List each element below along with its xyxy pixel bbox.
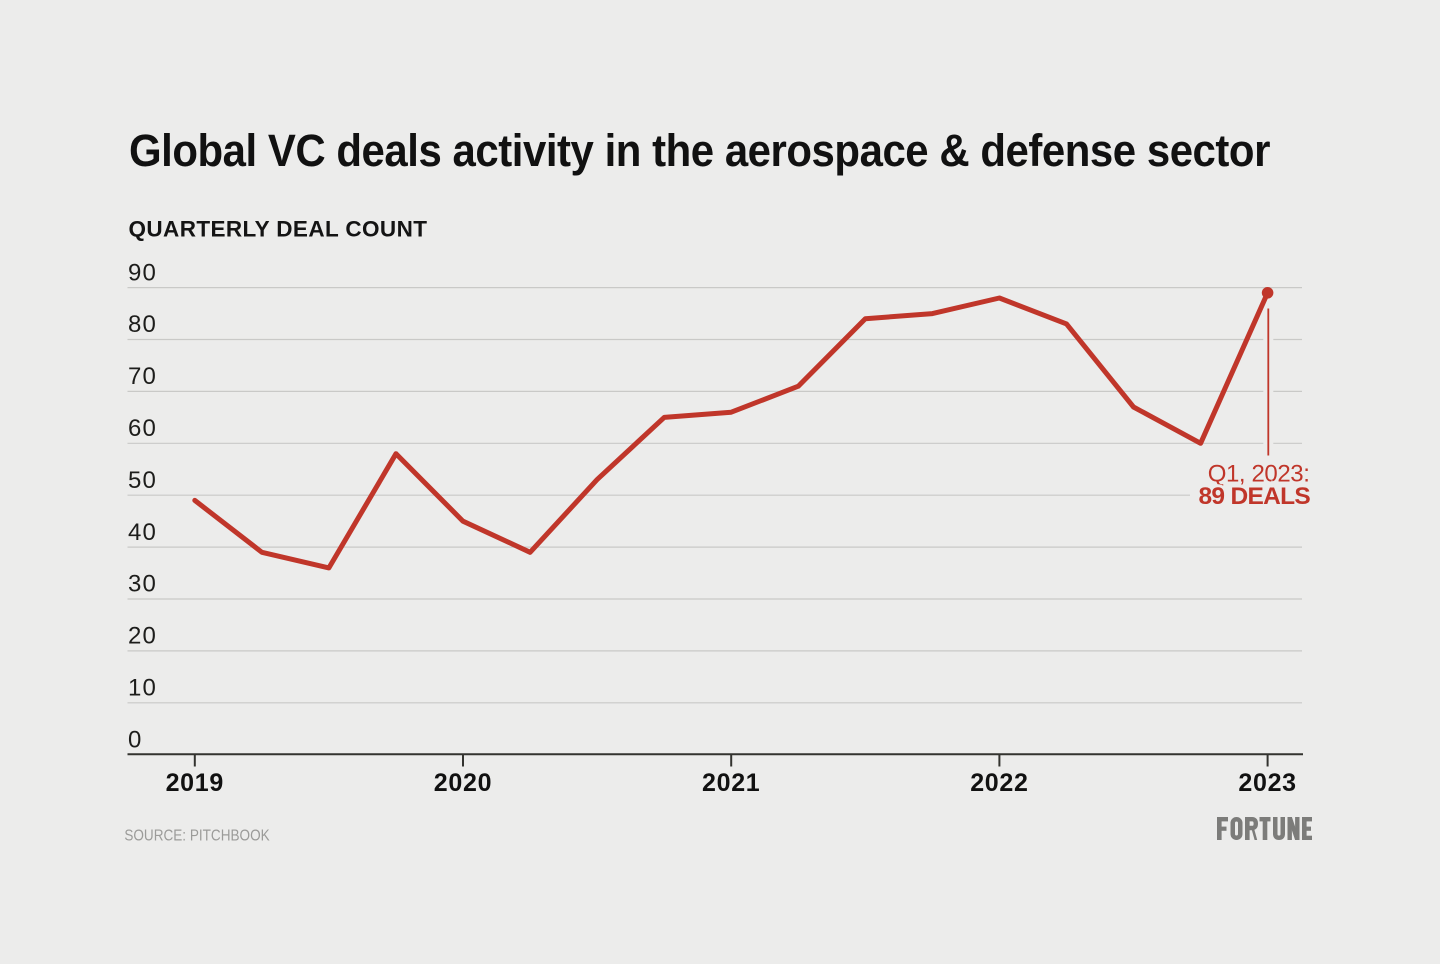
- svg-text:20: 20: [128, 623, 157, 650]
- svg-text:40: 40: [128, 519, 157, 546]
- svg-text:30: 30: [128, 571, 157, 598]
- svg-text:10: 10: [128, 675, 157, 702]
- svg-text:60: 60: [128, 415, 157, 442]
- svg-text:Global VC deals activity in th: Global VC deals activity in the aerospac…: [129, 125, 1270, 176]
- svg-text:89 DEALS: 89 DEALS: [1199, 483, 1311, 510]
- svg-text:2022: 2022: [970, 769, 1028, 797]
- svg-text:70: 70: [128, 363, 157, 390]
- svg-text:SOURCE: PITCHBOOK: SOURCE: PITCHBOOK: [124, 828, 270, 845]
- svg-text:QUARTERLY DEAL COUNT: QUARTERLY DEAL COUNT: [129, 217, 428, 242]
- svg-text:2019: 2019: [166, 769, 224, 797]
- svg-text:2021: 2021: [702, 769, 760, 797]
- svg-text:Q1, 2023:: Q1, 2023:: [1208, 460, 1310, 487]
- svg-text:90: 90: [128, 259, 157, 286]
- svg-text:2023: 2023: [1238, 769, 1296, 797]
- svg-text:2020: 2020: [434, 769, 492, 797]
- svg-text:80: 80: [128, 311, 157, 338]
- svg-text:0: 0: [128, 726, 143, 753]
- svg-text:50: 50: [128, 467, 157, 494]
